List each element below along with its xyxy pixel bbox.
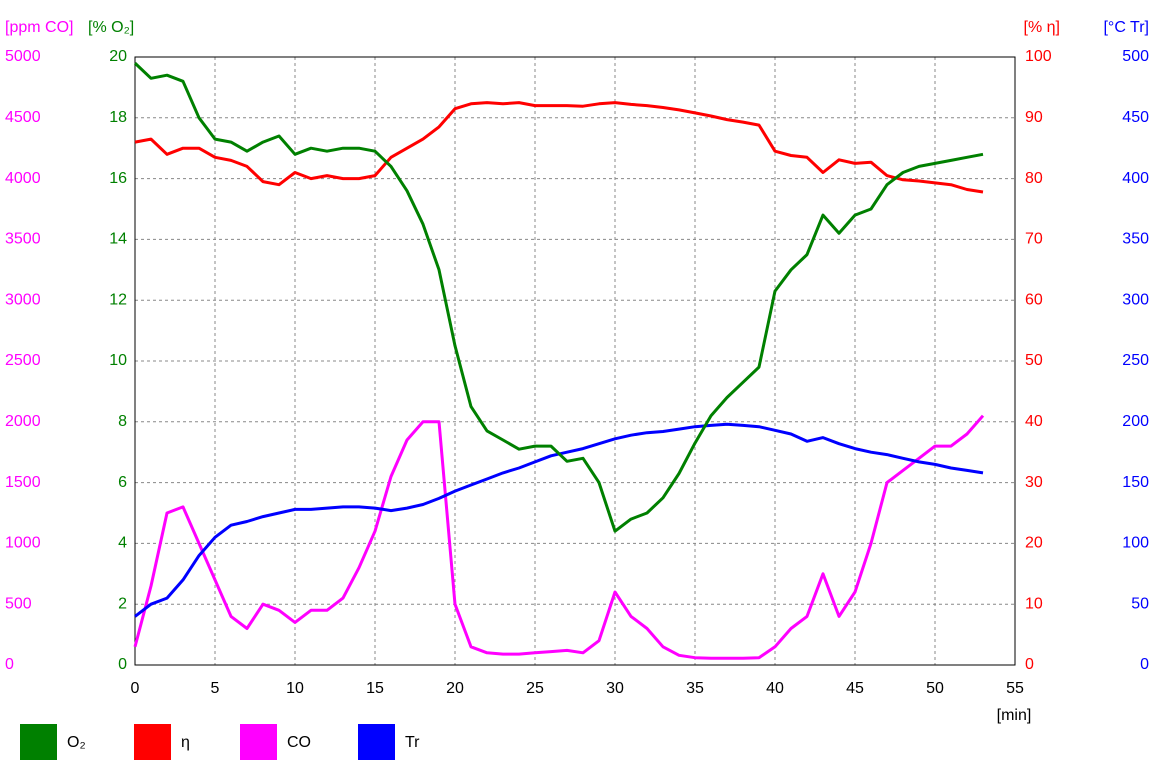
y-tick-label: 40 xyxy=(1025,413,1043,430)
y-tick-label: 16 xyxy=(109,170,127,187)
y-tick-label: 5000 xyxy=(5,48,41,65)
y-tick-label: 0 xyxy=(1025,656,1034,673)
y-tick-label: 300 xyxy=(1122,291,1149,308)
y-tick-label: 4000 xyxy=(5,170,41,187)
y-tick-label: 4500 xyxy=(5,109,41,126)
legend-swatch xyxy=(20,724,57,760)
y-tick-label: 1000 xyxy=(5,535,41,552)
y-tick-label: 2 xyxy=(118,595,127,612)
legend-label: O₂ xyxy=(67,734,86,751)
y-tick-label: 450 xyxy=(1122,109,1149,126)
series-line xyxy=(134,101,984,194)
y-tick-label: 0 xyxy=(118,656,127,673)
y-tick-label: 350 xyxy=(1122,231,1149,248)
y-tick-label: 1500 xyxy=(5,474,41,491)
y-tick-label: 200 xyxy=(1122,413,1149,430)
y-tick-label: 14 xyxy=(109,231,127,248)
legend-swatch xyxy=(358,724,395,760)
y-tick-label: 150 xyxy=(1122,474,1149,491)
y-axis-label: [% η] xyxy=(1024,19,1060,36)
y-axis-label: [% O₂] xyxy=(88,19,134,36)
legend-label: CO xyxy=(287,734,311,751)
y-tick-label: 20 xyxy=(109,48,127,65)
y-tick-label: 100 xyxy=(1025,48,1052,65)
y-tick-label: 20 xyxy=(1025,535,1043,552)
plot-frame xyxy=(134,56,1016,666)
y-tick-label: 90 xyxy=(1025,109,1043,126)
y-tick-label: 6 xyxy=(118,474,127,491)
y-tick-label: 50 xyxy=(1025,352,1043,369)
y-tick-label: 0 xyxy=(5,656,14,673)
x-tick-label: 0 xyxy=(131,680,140,697)
y-tick-label: 100 xyxy=(1122,535,1149,552)
y-tick-label: 2500 xyxy=(5,352,41,369)
x-tick-label: 35 xyxy=(686,680,704,697)
y-tick-label: 400 xyxy=(1122,170,1149,187)
x-tick-label: 20 xyxy=(446,680,464,697)
legend-swatch xyxy=(134,724,171,760)
x-tick-label: 25 xyxy=(526,680,544,697)
y-tick-label: 70 xyxy=(1025,231,1043,248)
y-tick-label: 50 xyxy=(1131,595,1149,612)
series-line xyxy=(133,62,984,533)
y-tick-label: 18 xyxy=(109,109,127,126)
y-tick-label: 10 xyxy=(109,352,127,369)
x-tick-label: 50 xyxy=(926,680,944,697)
y-tick-label: 4 xyxy=(118,535,127,552)
y-tick-label: 12 xyxy=(109,291,127,308)
y-tick-label: 500 xyxy=(5,595,32,612)
x-tick-label: 55 xyxy=(1006,680,1024,697)
y-tick-label: 60 xyxy=(1025,291,1043,308)
x-axis-label: [min] xyxy=(997,707,1032,724)
legend-label: η xyxy=(181,734,190,751)
y-tick-label: 0 xyxy=(1140,656,1149,673)
y-tick-label: 8 xyxy=(118,413,127,430)
x-tick-label: 10 xyxy=(286,680,304,697)
series-line xyxy=(133,414,985,660)
y-tick-label: 2000 xyxy=(5,413,41,430)
y-axis-label: [ppm CO] xyxy=(5,19,73,36)
y-tick-label: 10 xyxy=(1025,595,1043,612)
y-axis-label: [°C Tr] xyxy=(1103,19,1149,36)
x-tick-label: 5 xyxy=(211,680,220,697)
legend-label: Tr xyxy=(405,734,420,751)
legend-swatch xyxy=(240,724,277,760)
x-tick-label: 15 xyxy=(366,680,384,697)
y-tick-label: 30 xyxy=(1025,474,1043,491)
x-tick-label: 45 xyxy=(846,680,864,697)
x-tick-label: 40 xyxy=(766,680,784,697)
x-tick-label: 30 xyxy=(606,680,624,697)
y-tick-label: 3500 xyxy=(5,231,41,248)
y-tick-label: 3000 xyxy=(5,291,41,308)
y-tick-label: 250 xyxy=(1122,352,1149,369)
y-tick-label: 80 xyxy=(1025,170,1043,187)
y-tick-label: 500 xyxy=(1122,48,1149,65)
